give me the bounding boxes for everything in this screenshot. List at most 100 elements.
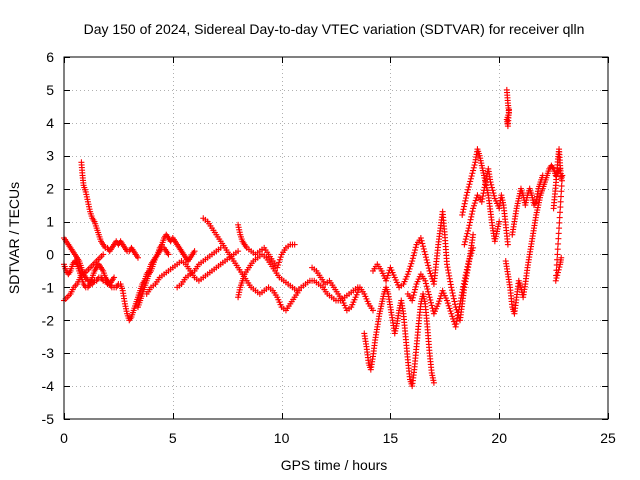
- data-point-dense: [412, 244, 419, 251]
- data-point-dense: [406, 265, 413, 272]
- data-point-dense: [423, 256, 430, 263]
- x-tick-label: 10: [274, 430, 290, 446]
- data-point-dense: [462, 195, 469, 202]
- data-point-dense: [409, 294, 416, 301]
- data-point: [274, 264, 281, 271]
- data-point-dense: [468, 250, 475, 257]
- data-point-dense: [469, 247, 476, 254]
- data-point-dense: [449, 313, 456, 320]
- data-point-dense: [553, 275, 560, 282]
- data-point-dense: [446, 305, 453, 312]
- y-tick-label: -1: [42, 279, 55, 295]
- data-point-dense: [447, 308, 454, 315]
- data-point-dense: [412, 247, 419, 254]
- data-point-dense: [556, 219, 563, 226]
- x-tick-labels: 0 5 10 15 20 25: [60, 430, 616, 446]
- data-point-dense: [464, 230, 471, 237]
- plot-frame: [63, 56, 609, 420]
- data-point: [461, 241, 468, 248]
- data-point: [559, 172, 566, 179]
- data-point: [487, 179, 494, 186]
- data-point: [448, 310, 455, 317]
- data-point-dense: [276, 256, 283, 263]
- data-point: [430, 379, 437, 386]
- data-point-dense: [411, 249, 418, 256]
- data-point-dense: [275, 259, 282, 266]
- data-point-dense: [384, 272, 391, 279]
- data-point-dense: [462, 272, 469, 279]
- data-point: [235, 248, 242, 255]
- data-point-dense: [450, 315, 457, 322]
- data-point-dense: [465, 260, 472, 267]
- y-tick-label: 2: [46, 181, 54, 197]
- data-point-dense: [461, 200, 468, 207]
- y-tick-labels: -5 -4 -3 -2 -1 0 1 2 3 4 5 6: [42, 49, 55, 427]
- data-point: [463, 192, 470, 199]
- data-point: [467, 175, 474, 182]
- data-point-dense: [555, 266, 562, 273]
- data-point: [435, 300, 442, 307]
- y-axis-label: SDTVAR / TECUs: [6, 182, 22, 294]
- data-point: [470, 205, 477, 212]
- data-point-dense: [466, 255, 473, 262]
- data-point-dense: [451, 298, 458, 305]
- data-point: [111, 274, 118, 281]
- y-tick-label: 4: [46, 115, 54, 131]
- data-point: [552, 277, 559, 284]
- data-point: [461, 277, 468, 284]
- data-point: [496, 218, 503, 225]
- data-point-dense: [467, 178, 474, 185]
- data-point-dense: [489, 187, 496, 194]
- data-point-dense: [424, 286, 431, 293]
- data-point: [134, 254, 141, 261]
- data-point-dense: [554, 251, 561, 258]
- data-point-dense: [467, 252, 474, 259]
- data-point-dense: [554, 272, 561, 279]
- data-point-dense: [462, 274, 469, 281]
- y-tick-label: -5: [42, 411, 55, 427]
- data-point-dense: [460, 206, 467, 213]
- data-point-dense: [461, 203, 468, 210]
- data-point-dense: [463, 233, 470, 240]
- data-point: [409, 258, 416, 265]
- x-tick-label: 5: [169, 430, 177, 446]
- data-point: [100, 251, 107, 258]
- data-point-dense: [418, 237, 425, 244]
- data-point-dense: [469, 208, 476, 215]
- data-point-dense: [459, 209, 466, 216]
- data-point-dense: [437, 295, 444, 302]
- data-point: [369, 307, 376, 314]
- grid: [64, 57, 608, 419]
- data-point: [465, 258, 472, 265]
- data-point-dense: [557, 209, 564, 216]
- data-point: [426, 294, 433, 301]
- data-point: [417, 235, 424, 241]
- data-point-dense: [490, 190, 497, 197]
- data-point-dense: [420, 243, 427, 250]
- data-point-dense: [556, 264, 563, 271]
- data-point-dense: [277, 254, 284, 261]
- data-point: [426, 267, 433, 274]
- data-point-dense: [555, 230, 562, 237]
- data-point: [448, 284, 455, 291]
- data-point-dense: [472, 197, 479, 204]
- data-point-dense: [557, 204, 564, 211]
- y-tick-label: -4: [42, 378, 55, 394]
- data-point-dense: [411, 289, 418, 296]
- data-point-dense: [436, 298, 443, 305]
- data-point-dense: [425, 291, 432, 298]
- data-point-dense: [427, 270, 434, 277]
- data-point-dense: [444, 300, 451, 307]
- data-point: [505, 106, 512, 113]
- data-point-dense: [470, 167, 477, 174]
- x-axis-label: GPS time / hours: [281, 457, 388, 473]
- data-point: [409, 297, 416, 304]
- y-tick-label: -3: [42, 345, 55, 361]
- data-point-dense: [471, 162, 478, 169]
- chart-title: Day 150 of 2024, Sidereal Day-to-day VTE…: [84, 21, 585, 37]
- data-point-dense: [555, 235, 562, 242]
- x-tick-label: 15: [383, 430, 399, 446]
- data-point-dense: [420, 245, 427, 252]
- data-point: [459, 211, 466, 218]
- data-point-dense: [488, 184, 495, 191]
